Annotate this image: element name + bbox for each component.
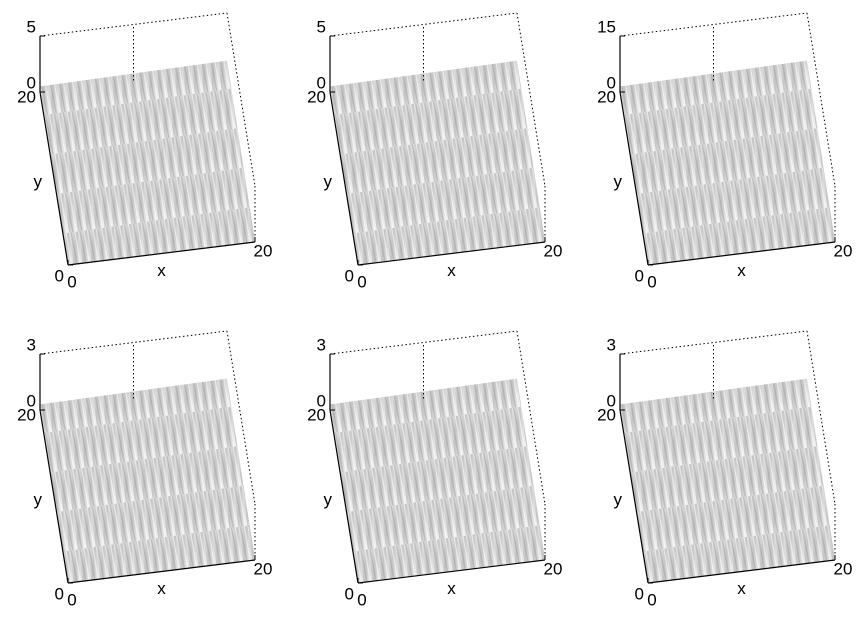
x-axis-label: x: [157, 261, 166, 280]
surface: [40, 61, 255, 265]
x-tick-label: 0: [67, 590, 76, 609]
z-tick-label: 0: [27, 391, 36, 410]
x-tick-label: 0: [647, 590, 656, 609]
x-tick-label: 20: [254, 559, 273, 578]
surface: [330, 61, 545, 265]
z-tick-label: 0: [607, 391, 616, 410]
surface: [330, 379, 545, 583]
y-tick-label: 0: [345, 584, 354, 603]
x-tick-label: 0: [67, 272, 76, 291]
y-tick-label: 0: [635, 584, 644, 603]
y-tick-label: 0: [345, 266, 354, 285]
z-tick-label: 3: [607, 335, 616, 354]
y-axis-label: y: [34, 490, 43, 509]
x-tick-label: 0: [357, 590, 366, 609]
z-tick-label: 0: [27, 73, 36, 92]
x-tick-label: 20: [544, 241, 563, 260]
z-tick-label: 0: [317, 391, 326, 410]
x-tick-label: 0: [357, 272, 366, 291]
z-tick-label: 0: [317, 73, 326, 92]
x-axis-label: x: [447, 579, 456, 598]
x-axis-label: x: [157, 579, 166, 598]
z-tick-label: 3: [317, 335, 326, 354]
surface: [40, 379, 255, 583]
x-tick-label: 0: [647, 272, 656, 291]
y-axis-label: y: [614, 172, 623, 191]
figure: 02002005xy02002005xy020020015xy02002003x…: [0, 0, 857, 637]
x-axis-label: x: [737, 261, 746, 280]
x-tick-label: 20: [254, 241, 273, 260]
page: 02002005xy02002005xy020020015xy02002003x…: [0, 0, 857, 637]
z-tick-label: 0: [607, 73, 616, 92]
z-tick-label: 5: [317, 17, 326, 36]
x-tick-label: 20: [544, 559, 563, 578]
y-axis-label: y: [34, 172, 43, 191]
x-tick-label: 20: [834, 241, 853, 260]
y-tick-label: 0: [55, 266, 64, 285]
y-tick-label: 0: [55, 584, 64, 603]
z-tick-label: 5: [27, 17, 36, 36]
x-axis-label: x: [447, 261, 456, 280]
surface: [620, 61, 835, 265]
y-axis-label: y: [324, 172, 333, 191]
z-tick-label: 3: [27, 335, 36, 354]
z-tick-label: 15: [597, 17, 616, 36]
surface: [620, 379, 835, 583]
x-axis-label: x: [737, 579, 746, 598]
y-axis-label: y: [324, 490, 333, 509]
y-tick-label: 0: [635, 266, 644, 285]
x-tick-label: 20: [834, 559, 853, 578]
y-axis-label: y: [614, 490, 623, 509]
